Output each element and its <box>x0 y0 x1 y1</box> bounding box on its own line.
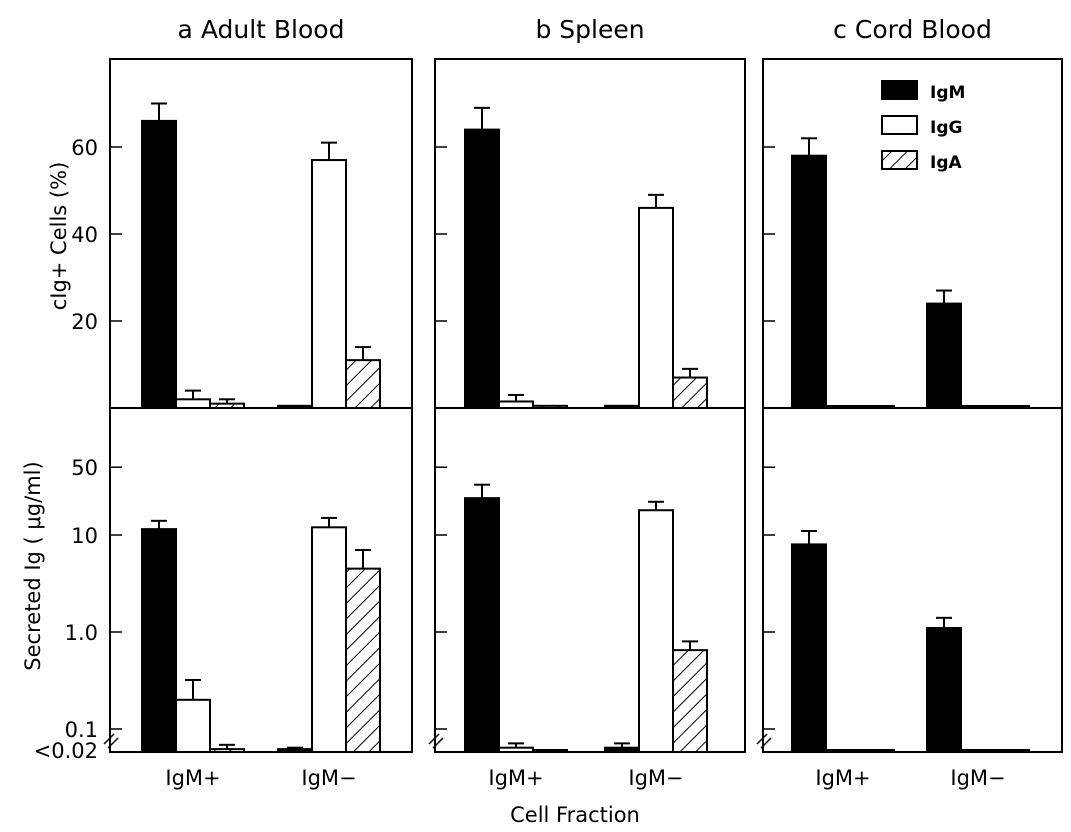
x-category-label: IgM− <box>628 766 683 790</box>
top-y-tick-label: 60 <box>71 136 98 160</box>
bottom-y-tick-label: 50 <box>71 456 98 480</box>
bottom-y-tick-label: <0.02 <box>34 739 98 763</box>
panel-title: a Adult Blood <box>178 15 345 44</box>
panel-title: b Spleen <box>535 15 644 44</box>
top-bar-iga-igm-pos <box>532 404 568 410</box>
bottom-bar-igm-igm-neg <box>277 748 313 753</box>
top-y-axis-label: cIg+ Cells (%) <box>47 162 71 311</box>
axis-break-mark <box>103 733 119 749</box>
bottom-bar-igg-igm-pos <box>825 749 861 753</box>
bottom-bar-iga-igm-neg <box>345 567 381 753</box>
bottom-bar-igg-igm-pos <box>498 746 534 753</box>
legend-swatch-iga <box>881 150 918 170</box>
panel-a: a Adult Blood 20 40 60 <0.020.1 1.0 10 50 IgM+ Ig… <box>34 15 413 790</box>
bottom-plot-frame <box>434 407 746 753</box>
top-bar-igm-igm-neg <box>604 404 640 410</box>
axis-break-mark <box>756 733 772 749</box>
bottom-plot-frame <box>762 407 1063 753</box>
legend: IgM IgG IgA <box>881 80 965 173</box>
top-bar-igg-igm-pos <box>825 405 861 409</box>
top-bar-iga-igm-pos <box>209 402 245 409</box>
bottom-bar-igg-igm-neg <box>960 749 996 753</box>
bottom-y-axis-label: Secreted Ig ( μg/ml) <box>21 461 45 670</box>
bottom-bar-igg-igm-neg <box>638 509 674 753</box>
bottom-bar-iga-igm-neg <box>672 649 708 753</box>
top-bar-iga-igm-neg <box>672 376 708 409</box>
top-y-tick-label: 40 <box>71 223 98 247</box>
x-category-label: IgM+ <box>165 766 220 790</box>
x-axis-label: Cell Fraction <box>510 803 640 827</box>
top-bar-igm-igm-neg <box>926 302 962 410</box>
bottom-bar-igm-igm-pos <box>464 497 500 753</box>
legend-label: IgM <box>930 83 965 103</box>
axis-break-mark <box>428 733 444 749</box>
bottom-y-tick-label: 10 <box>71 524 98 548</box>
bottom-y-tick-label: 1.0 <box>65 621 98 645</box>
panel-title: c Cord Blood <box>833 15 992 44</box>
bottom-bar-iga-igm-pos <box>532 749 568 753</box>
top-bar-iga-igm-neg <box>994 405 1030 409</box>
top-bar-igm-igm-pos <box>791 154 827 409</box>
bottom-bar-igm-igm-neg <box>926 626 962 754</box>
legend-swatch-igm <box>881 80 918 100</box>
x-category-label: IgM+ <box>488 766 543 790</box>
bottom-bar-igg-igm-neg <box>311 526 347 753</box>
top-bar-igm-igm-pos <box>464 128 500 409</box>
bottom-bar-igm-igm-neg <box>604 746 640 753</box>
x-category-label: IgM+ <box>815 766 870 790</box>
top-bar-igm-igm-neg <box>277 404 313 410</box>
bottom-bar-igg-igm-pos <box>175 698 211 754</box>
x-category-label: IgM− <box>301 766 356 790</box>
top-bar-iga-igm-neg <box>345 359 381 409</box>
top-bar-igg-igm-neg <box>311 159 347 409</box>
top-bar-iga-igm-pos <box>859 405 895 409</box>
legend-label: IgA <box>930 153 962 173</box>
panel-c: c Cord Blood IgM+ IgM− <box>756 15 1063 790</box>
x-category-label: IgM− <box>950 766 1005 790</box>
top-bar-igg-igm-pos <box>175 398 211 409</box>
top-bar-igg-igm-pos <box>498 400 534 410</box>
bottom-bar-iga-igm-neg <box>994 749 1030 753</box>
legend-label: IgG <box>930 118 962 138</box>
legend-swatch-igg <box>881 115 918 135</box>
bottom-bar-igm-igm-pos <box>141 528 177 753</box>
top-bar-igg-igm-neg <box>638 206 674 409</box>
bottom-plot-frame <box>109 407 413 753</box>
top-bar-igg-igm-neg <box>960 405 996 409</box>
bottom-bar-iga-igm-pos <box>209 748 245 753</box>
top-y-tick-label: 20 <box>71 310 98 334</box>
bottom-y-tick-label: 0.1 <box>65 718 98 742</box>
panel-b: b Spleen IgM+ IgM− <box>428 15 746 790</box>
bottom-bar-iga-igm-pos <box>859 749 895 753</box>
top-bar-igm-igm-pos <box>141 119 177 410</box>
bottom-bar-igm-igm-pos <box>791 543 827 753</box>
